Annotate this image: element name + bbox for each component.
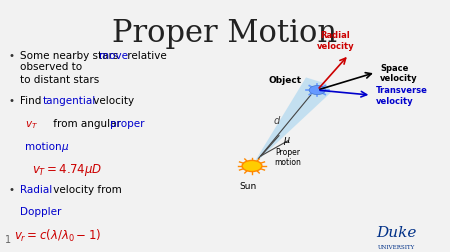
Text: proper: proper: [110, 118, 145, 129]
Text: μ: μ: [284, 135, 290, 145]
Text: Some nearby stars
observed to: Some nearby stars observed to: [20, 50, 119, 72]
Circle shape: [309, 86, 325, 95]
Text: motion: motion: [25, 141, 65, 151]
Text: to distant stars: to distant stars: [20, 75, 99, 85]
Text: Sun: Sun: [239, 181, 256, 191]
Text: $\mu$: $\mu$: [61, 141, 69, 153]
Text: from angular: from angular: [50, 118, 124, 129]
Text: move: move: [99, 50, 128, 60]
Text: velocity from: velocity from: [50, 184, 121, 194]
Text: Radial
velocity: Radial velocity: [316, 31, 354, 50]
Text: relative: relative: [124, 50, 166, 60]
Circle shape: [242, 161, 262, 172]
Text: Transverse
velocity: Transverse velocity: [376, 86, 428, 105]
Text: tangential: tangential: [43, 96, 96, 106]
Text: Radial: Radial: [20, 184, 53, 194]
Text: Proper Motion: Proper Motion: [112, 18, 338, 49]
Text: •: •: [9, 96, 15, 106]
Polygon shape: [252, 78, 331, 166]
Text: velocity: velocity: [90, 96, 134, 106]
Text: Doppler: Doppler: [20, 207, 62, 217]
Text: $v_T$: $v_T$: [25, 118, 38, 130]
Text: Object: Object: [268, 76, 302, 85]
Text: •: •: [9, 50, 15, 60]
Text: Find: Find: [20, 96, 45, 106]
Text: $v_r = c(\lambda/\lambda_0 - 1)$: $v_r = c(\lambda/\lambda_0 - 1)$: [14, 227, 101, 243]
Text: •: •: [9, 184, 15, 194]
Text: UNIVERSITY: UNIVERSITY: [378, 244, 414, 249]
Text: Duke: Duke: [376, 226, 416, 239]
Text: d: d: [274, 116, 280, 126]
Text: Proper
motion: Proper motion: [274, 147, 302, 167]
Text: 1: 1: [4, 234, 11, 244]
Text: $v_T = 4.74\mu D$: $v_T = 4.74\mu D$: [32, 161, 102, 177]
Text: Space
velocity: Space velocity: [380, 64, 418, 83]
